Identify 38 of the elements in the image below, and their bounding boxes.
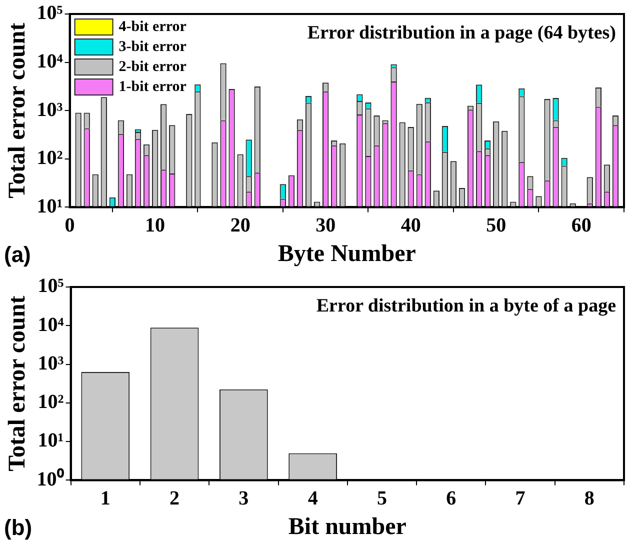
x-tick-label: 10 bbox=[145, 214, 166, 236]
x-tick-label: 2 bbox=[170, 487, 180, 510]
y-tick-label: 10³ bbox=[38, 352, 64, 374]
x-tick-label: 7 bbox=[515, 487, 526, 510]
y-tick-label: 10³ bbox=[36, 98, 63, 121]
y-axis-title: Total error count bbox=[4, 22, 31, 198]
x-tick-label: 20 bbox=[230, 214, 250, 236]
y-tick-label: 10⁵ bbox=[36, 2, 63, 24]
x-tick-label: 0 bbox=[64, 214, 75, 236]
x-tick-label: 30 bbox=[316, 214, 336, 236]
legend-label: 2-bit error bbox=[118, 58, 187, 75]
x-tick-label: 8 bbox=[584, 487, 594, 510]
y-tick-label: 10¹ bbox=[36, 195, 63, 218]
chart-title: Error distribution in a page (64 bytes) bbox=[307, 22, 616, 44]
y-tick-label: 10⁵ bbox=[38, 275, 64, 298]
legend-label: 3-bit error bbox=[118, 38, 187, 55]
chart-title: Error distribution in a byte of a page bbox=[316, 295, 616, 316]
legend-label: 1-bit error bbox=[118, 78, 187, 95]
y-tick-label: 10⁴ bbox=[36, 50, 63, 72]
x-tick-label: 40 bbox=[400, 214, 421, 236]
y-tick-label: 10⁴ bbox=[38, 314, 64, 336]
x-tick-label: 50 bbox=[486, 214, 506, 236]
y-tick-label: 10² bbox=[38, 391, 64, 414]
x-axis-title: Byte Number bbox=[278, 240, 416, 267]
x-tick-label: 6 bbox=[446, 487, 456, 510]
x-axis-title: Bit number bbox=[288, 514, 407, 540]
x-tick-label: 5 bbox=[376, 487, 387, 510]
y-tick-label: 10⁰ bbox=[36, 467, 64, 490]
x-tick-label: 3 bbox=[238, 487, 249, 510]
x-tick-label: 60 bbox=[571, 214, 592, 236]
y-tick-label: 10¹ bbox=[38, 430, 64, 452]
text: (a) bbox=[4, 242, 31, 268]
x-tick-label: 4 bbox=[308, 487, 318, 510]
text: (b) bbox=[4, 515, 32, 540]
x-tick-label: 1 bbox=[100, 487, 110, 510]
legend-label: 4-bit error bbox=[118, 18, 187, 35]
y-tick-label: 10² bbox=[36, 147, 63, 170]
y-axis-title: Total error count bbox=[4, 296, 31, 472]
